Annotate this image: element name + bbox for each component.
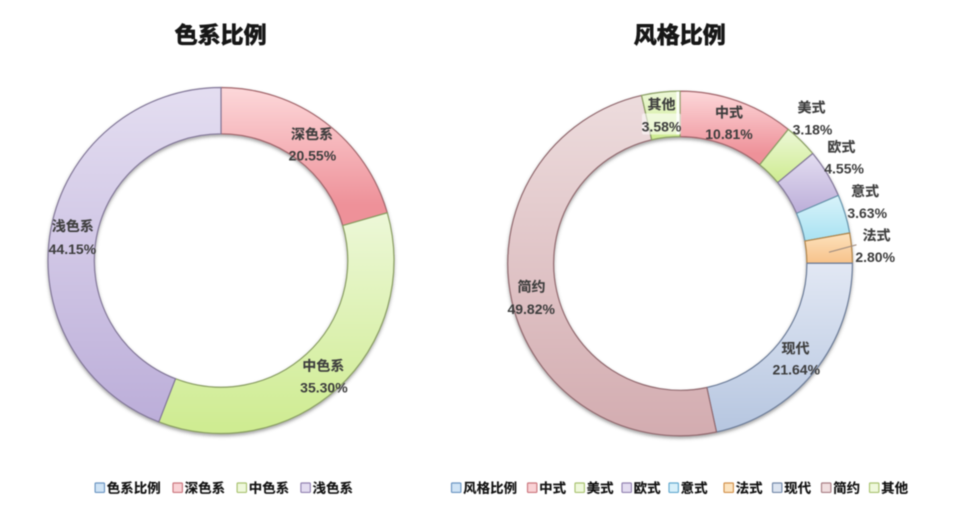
svg-text:20.55%: 20.55% xyxy=(289,147,337,163)
svg-text:44.15%: 44.15% xyxy=(49,241,97,257)
svg-text:21.64%: 21.64% xyxy=(773,362,821,378)
svg-text:4.55%: 4.55% xyxy=(824,161,864,177)
svg-text:3.63%: 3.63% xyxy=(847,205,887,221)
svg-text:10.81%: 10.81% xyxy=(705,126,753,142)
svg-text:49.82%: 49.82% xyxy=(507,301,555,317)
svg-text:2.80%: 2.80% xyxy=(855,249,895,265)
svg-text:35.30%: 35.30% xyxy=(300,380,348,396)
svg-text:3.58%: 3.58% xyxy=(642,119,682,135)
svg-text:3.18%: 3.18% xyxy=(793,122,833,138)
